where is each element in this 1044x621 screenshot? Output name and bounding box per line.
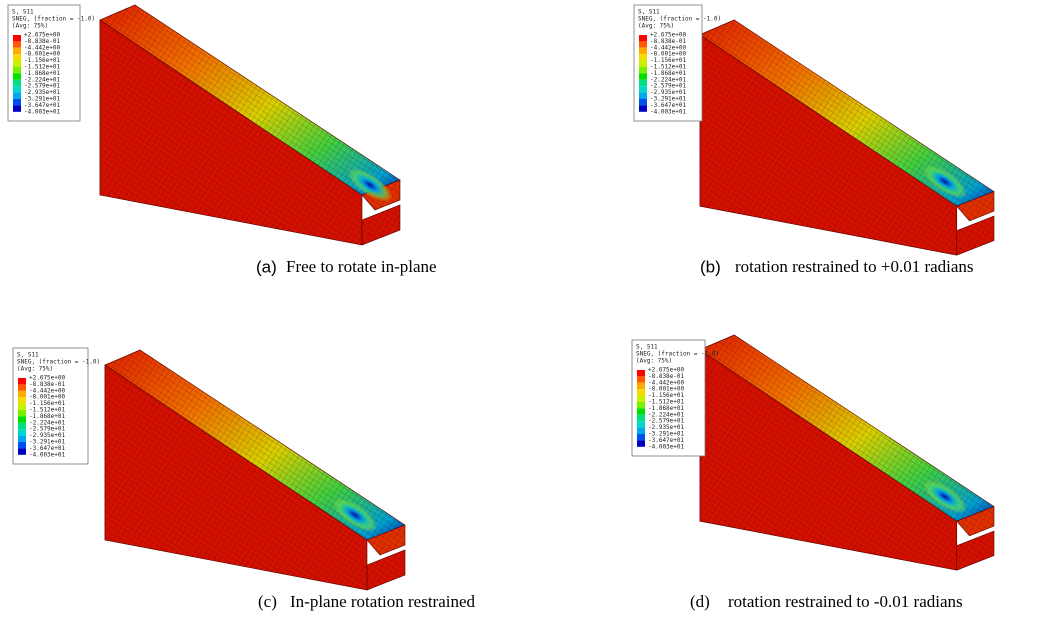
legend-header: SNEG, (fraction = -1.0) — [17, 359, 100, 366]
mesh — [367, 550, 405, 590]
page: {"panels": [ {"legend": {"lines": ["S, S… — [0, 0, 1044, 621]
legend-swatch — [13, 48, 21, 54]
legend-swatch — [18, 397, 26, 403]
legend-swatch — [18, 423, 26, 429]
caption-text: rotation restrained to +0.01 radians — [735, 257, 974, 276]
legend-swatch — [639, 73, 647, 79]
legend-swatch — [18, 416, 26, 422]
beam-model — [700, 20, 994, 255]
figure: S, S11SNEG, (fraction = -1.0)(Avg: 75%)+… — [0, 0, 1044, 621]
legend-swatch — [637, 421, 645, 427]
legend-swatch — [13, 41, 21, 47]
legend-header: SNEG, (fraction = -1.0) — [636, 351, 719, 358]
legend-swatch — [18, 378, 26, 384]
legend-swatch — [637, 440, 645, 446]
beam-model — [700, 335, 994, 570]
legend-swatch — [637, 370, 645, 376]
mesh — [362, 205, 400, 245]
caption-label: (b) — [700, 257, 721, 276]
legend-swatch — [637, 408, 645, 414]
legend-header: SNEG, (fraction = -1.0) — [12, 16, 95, 23]
legend-value: -4.003e+01 — [650, 108, 687, 115]
legend-swatch — [13, 73, 21, 79]
legend-swatch — [13, 99, 21, 105]
legend-header: S, S11 — [636, 344, 658, 351]
legend-swatch — [639, 86, 647, 92]
legend-value: -4.003e+01 — [24, 108, 61, 115]
beam-model — [105, 350, 405, 590]
legend-value: -4.003e+01 — [29, 451, 66, 458]
legend-header: S, S11 — [17, 352, 39, 359]
mesh — [957, 216, 994, 255]
legend-swatch — [13, 67, 21, 73]
beam-model — [100, 5, 400, 245]
caption-text: In-plane rotation restrained — [290, 592, 476, 611]
legend-header: S, S11 — [638, 9, 660, 16]
legend-swatch — [13, 61, 21, 67]
legend-swatch — [13, 35, 21, 41]
caption-text: rotation restrained to -0.01 radians — [728, 592, 963, 611]
legend-swatch — [639, 93, 647, 99]
legend-swatch — [639, 35, 647, 41]
legend-swatch — [637, 383, 645, 389]
legend-header: (Avg: 75%) — [636, 358, 672, 365]
legend-swatch — [639, 48, 647, 54]
legend-swatch — [18, 410, 26, 416]
legend-swatch — [13, 105, 21, 111]
legend-swatch — [18, 442, 26, 448]
legend-swatch — [637, 428, 645, 434]
legend-swatch — [18, 436, 26, 442]
legend-swatch — [637, 415, 645, 421]
legend-swatch — [637, 396, 645, 402]
legend-swatch — [13, 93, 21, 99]
legend-swatch — [639, 41, 647, 47]
caption-label: (d) — [690, 592, 710, 611]
legend-swatch — [637, 376, 645, 382]
legend-swatch — [637, 389, 645, 395]
legend-swatch — [639, 61, 647, 67]
legend-swatch — [639, 99, 647, 105]
caption-label: (c) — [258, 592, 277, 611]
legend-swatch — [637, 402, 645, 408]
legend-swatch — [18, 404, 26, 410]
legend-swatch — [18, 448, 26, 454]
legend-header: S, S11 — [12, 9, 34, 16]
legend-swatch — [13, 80, 21, 86]
legend-swatch — [639, 67, 647, 73]
legend-swatch — [18, 391, 26, 397]
caption-text: Free to rotate in-plane — [286, 257, 437, 276]
legend-swatch — [13, 86, 21, 92]
legend-swatch — [18, 384, 26, 390]
legend-header: SNEG, (fraction = -1.0) — [638, 16, 721, 23]
legend-swatch — [639, 105, 647, 111]
legend-swatch — [637, 434, 645, 440]
legend-swatch — [18, 429, 26, 435]
legend-header: (Avg: 75%) — [12, 23, 48, 30]
legend-swatch — [639, 80, 647, 86]
legend-swatch — [13, 54, 21, 60]
legend-header: (Avg: 75%) — [638, 23, 674, 30]
caption-label: (a) — [256, 257, 277, 276]
mesh — [957, 531, 994, 570]
legend-header: (Avg: 75%) — [17, 366, 53, 373]
legend-value: -4.003e+01 — [648, 443, 685, 450]
legend-swatch — [639, 54, 647, 60]
